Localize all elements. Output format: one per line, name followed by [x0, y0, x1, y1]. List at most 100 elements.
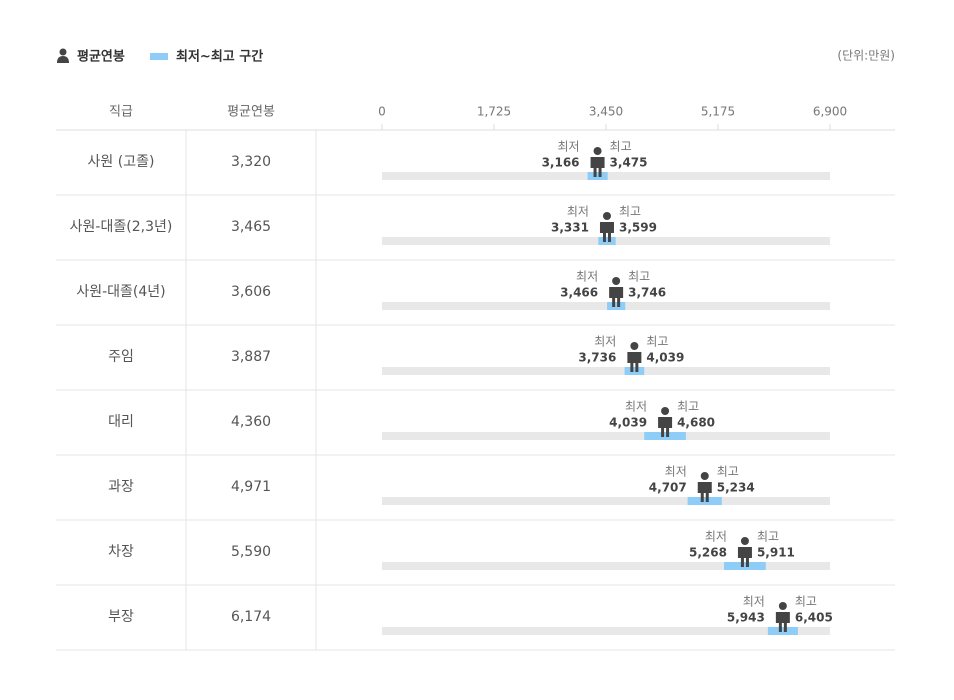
low-value: 4,039	[609, 416, 647, 430]
icon-head	[630, 342, 639, 350]
range-bar	[624, 367, 645, 375]
avg-icon	[775, 602, 790, 632]
icon-body	[697, 482, 712, 502]
legend-range-swatch	[150, 53, 168, 60]
icon-head	[661, 407, 670, 415]
high-value: 5,911	[757, 546, 795, 560]
category-label: 과장	[108, 479, 134, 495]
icon-body	[658, 417, 673, 437]
avg-value: 4,971	[231, 479, 271, 495]
x-tick-label: 1,725	[477, 105, 511, 119]
avg-value: 5,590	[231, 544, 271, 560]
category-label: 대리	[108, 414, 134, 430]
range-bar	[587, 172, 608, 180]
column-header: 평균연봉	[227, 105, 275, 120]
track	[382, 562, 830, 570]
low-label: 최저	[705, 530, 727, 544]
category-label: 사원-대졸(2,3년)	[70, 219, 173, 235]
icon-body	[737, 547, 752, 567]
column-header: 직급	[109, 105, 133, 120]
avg-icon	[599, 212, 614, 242]
category-label: 사원 (고졸)	[88, 154, 155, 170]
avg-value: 3,887	[231, 349, 271, 365]
low-value: 4,707	[649, 481, 687, 495]
range-bar	[644, 432, 686, 440]
high-label: 최고	[717, 465, 739, 479]
avg-value: 3,606	[231, 284, 271, 300]
high-value: 4,680	[677, 416, 715, 430]
low-value: 3,466	[560, 286, 598, 300]
x-tick-label: 3,450	[589, 105, 623, 119]
high-label: 최고	[619, 205, 641, 219]
track	[382, 432, 830, 440]
icon-head	[700, 472, 709, 480]
avg-icon	[658, 407, 673, 437]
icon-head	[740, 537, 749, 545]
legend-icon-head	[59, 48, 67, 56]
icon-body	[775, 612, 790, 632]
avg-icon	[737, 537, 752, 567]
high-value: 5,234	[717, 481, 755, 495]
low-label: 최저	[594, 335, 616, 349]
high-value: 3,475	[610, 156, 648, 170]
high-label: 최고	[646, 335, 668, 349]
legend-range: 최저~최고 구간	[176, 49, 263, 65]
legend-icon-body	[57, 56, 69, 63]
icon-body	[609, 287, 624, 307]
high-value: 3,599	[619, 221, 657, 235]
low-label: 최저	[625, 400, 647, 414]
high-label: 최고	[628, 270, 650, 284]
category-label: 차장	[108, 544, 134, 560]
legend-avg: 평균연봉	[77, 49, 125, 65]
low-label: 최저	[557, 140, 579, 154]
low-value: 5,268	[689, 546, 727, 560]
range-bar	[687, 497, 722, 505]
avg-icon	[590, 147, 605, 177]
low-label: 최저	[576, 270, 598, 284]
avg-value: 3,320	[231, 154, 271, 170]
range-bar	[598, 237, 616, 245]
x-tick-label: 0	[378, 105, 386, 119]
low-value: 3,166	[542, 156, 580, 170]
icon-body	[627, 352, 642, 372]
category-label: 사원-대졸(4년)	[76, 284, 165, 300]
high-value: 3,746	[628, 286, 666, 300]
x-tick-label: 6,900	[813, 105, 847, 119]
high-label: 최고	[677, 400, 699, 414]
avg-value: 3,465	[231, 219, 271, 235]
icon-head	[602, 212, 611, 220]
low-label: 최저	[743, 595, 765, 609]
x-tick-label: 5,175	[701, 105, 735, 119]
avg-value: 4,360	[231, 414, 271, 430]
range-bar	[607, 302, 626, 310]
icon-head	[593, 147, 602, 155]
low-label: 최저	[665, 465, 687, 479]
avg-value: 6,174	[231, 609, 271, 625]
track	[382, 367, 830, 375]
track	[382, 627, 830, 635]
icon-body	[590, 157, 605, 177]
high-label: 최고	[610, 140, 632, 154]
range-bar	[767, 627, 798, 635]
avg-icon	[609, 277, 624, 307]
legend: 평균연봉 최저~최고 구간	[57, 48, 263, 65]
high-label: 최고	[757, 530, 779, 544]
icon-head	[612, 277, 621, 285]
avg-icon	[697, 472, 712, 502]
low-value: 5,943	[727, 611, 765, 625]
icon-body	[599, 222, 614, 242]
avg-icon	[627, 342, 642, 372]
category-label: 주임	[108, 349, 134, 365]
high-value: 6,405	[795, 611, 833, 625]
unit-label: (단위:만원)	[837, 49, 895, 63]
low-value: 3,331	[551, 221, 589, 235]
icon-head	[778, 602, 787, 610]
category-label: 부장	[108, 609, 134, 625]
range-bar	[724, 562, 766, 570]
high-label: 최고	[795, 595, 817, 609]
low-label: 최저	[567, 205, 589, 219]
track	[382, 302, 830, 310]
track	[382, 497, 830, 505]
high-value: 4,039	[646, 351, 684, 365]
